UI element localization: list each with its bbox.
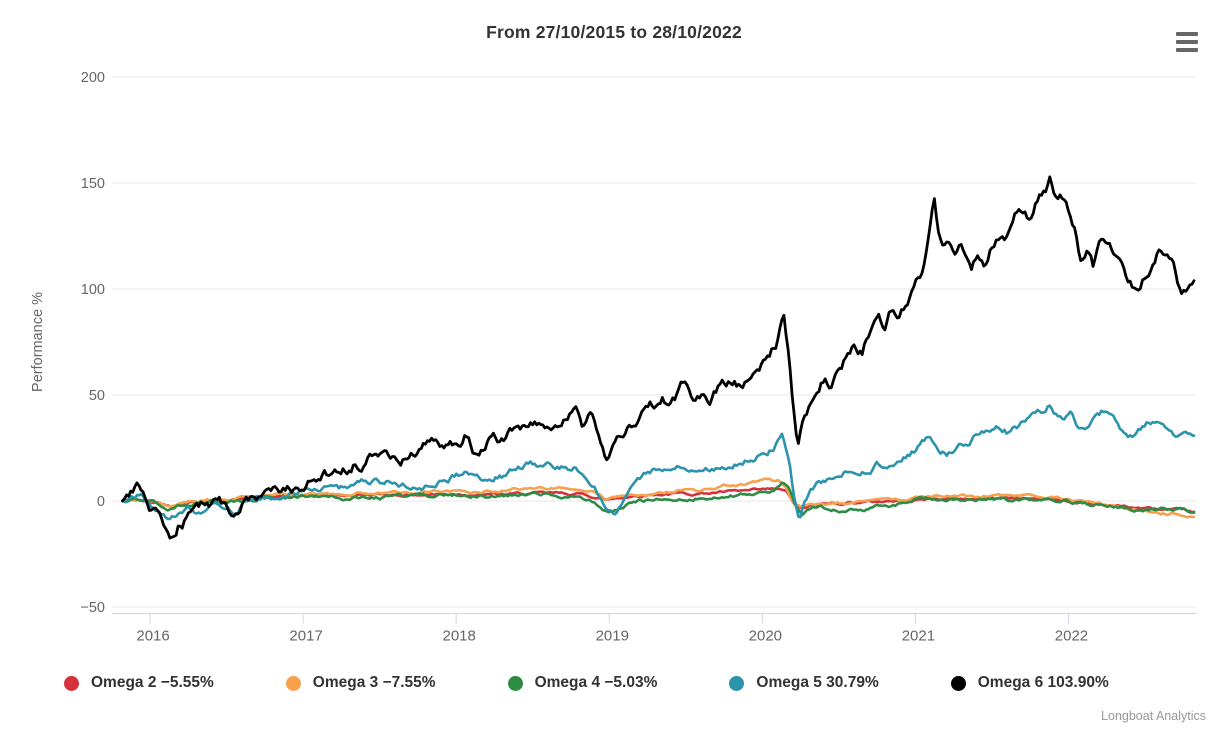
chart-title: From 27/10/2015 to 28/10/2022	[486, 22, 742, 42]
legend-item-label: Omega 4 −5.03%	[534, 674, 658, 691]
y-axis-tick-label: 150	[81, 176, 105, 192]
y-axis-tick-label: 200	[81, 70, 105, 86]
legend-item-label: Omega 3 −7.55%	[312, 674, 436, 691]
credits-link[interactable]: Longboat Analytics	[1101, 709, 1206, 723]
x-axis-tick-label: 2021	[902, 628, 935, 645]
x-axis-tick-label: 2018	[443, 628, 476, 645]
y-axis-tick-label: 0	[97, 494, 105, 510]
legend-item-label: Omega 5 30.79%	[756, 674, 879, 691]
legend-marker-icon	[285, 675, 301, 691]
series-line-omega-5[interactable]	[121, 404, 1196, 521]
series-line-omega-4[interactable]	[121, 481, 1196, 517]
legend-item-omega-3[interactable]: Omega 3 −7.55%	[285, 674, 436, 692]
legend-item-label: Omega 6 103.90%	[977, 674, 1109, 691]
x-axis-tick-label: 2022	[1055, 628, 1088, 645]
legend-item-omega-4[interactable]: Omega 4 −5.03%	[507, 674, 658, 692]
legend-marker-icon	[729, 675, 745, 691]
x-axis-tick-label: 2020	[749, 628, 782, 645]
legend-item-omega-6[interactable]: Omega 6 103.90%	[950, 674, 1109, 692]
chart-plot-area[interactable]: 200 150 100 50 0 −50 2016 2017 2018 2019 2020 2021 2…	[0, 0, 1228, 660]
context-menu-button[interactable]	[1176, 31, 1200, 53]
x-axis-tick-label: 2017	[289, 628, 322, 645]
hamburger-icon	[1176, 48, 1198, 52]
legend-item-omega-2[interactable]: Omega 2 −5.55%	[64, 674, 214, 692]
legend-marker-icon	[507, 675, 523, 691]
legend-marker-icon	[64, 675, 79, 691]
y-axis-tick-label: −50	[80, 600, 105, 616]
hamburger-icon	[1176, 32, 1198, 36]
x-axis-tick-label: 2016	[136, 628, 169, 645]
chart-legend: Omega 2 −5.55% Omega 3 −7.55% Omega 4 −5.0…	[0, 666, 1228, 700]
legend-item-label: Omega 2 −5.55%	[91, 674, 214, 691]
y-axis-tick-label: 50	[89, 388, 105, 404]
hamburger-icon	[1176, 40, 1198, 44]
y-axis-tick-label: 100	[81, 282, 105, 298]
legend-item-omega-5[interactable]: Omega 5 30.79%	[729, 674, 879, 692]
x-axis-tick-label: 2019	[596, 628, 629, 645]
series-line-omega-6[interactable]	[121, 175, 1196, 540]
legend-marker-icon	[950, 675, 966, 691]
